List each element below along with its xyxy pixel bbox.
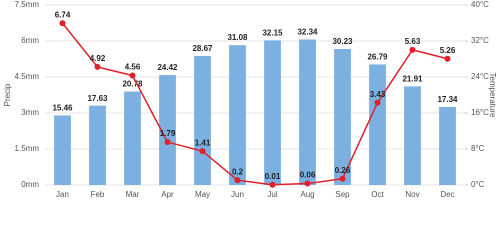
point-label: 3.43 xyxy=(370,90,386,99)
bar xyxy=(439,106,456,185)
point-label: 0.01 xyxy=(265,172,281,181)
y-axis-title: Precip xyxy=(3,83,12,106)
bar-label: 17.63 xyxy=(87,94,108,103)
bar xyxy=(299,39,316,185)
point-label: 0.06 xyxy=(300,171,316,180)
y2-tick-label: 40°C xyxy=(471,0,489,9)
bar-label: 31.08 xyxy=(227,33,248,42)
x-tick-label: May xyxy=(195,190,210,199)
y2-tick-label: 8°C xyxy=(471,144,485,153)
bar xyxy=(194,55,211,185)
point xyxy=(199,148,206,155)
y2-tick-label: 32°C xyxy=(471,36,489,45)
bar-label: 26.79 xyxy=(367,53,388,62)
y-tick-label: 1.5mm xyxy=(15,144,40,153)
y2-axis-title: Temperature xyxy=(488,73,497,118)
bar xyxy=(89,105,106,185)
x-tick-label: Dec xyxy=(440,190,454,199)
point-label: 6.74 xyxy=(55,10,71,19)
y2-tick-label: 16°C xyxy=(471,108,489,117)
bar xyxy=(334,48,351,186)
bar-label: 20.78 xyxy=(122,80,143,89)
point-label: 1.41 xyxy=(195,138,211,147)
x-tick-label: Jan xyxy=(56,190,69,199)
bar xyxy=(54,115,71,185)
y2-tick-label: 0°C xyxy=(471,180,485,189)
bar-label: 15.46 xyxy=(52,104,73,113)
bar xyxy=(369,64,386,185)
point-label: 0.26 xyxy=(335,166,351,175)
point-label: 1.79 xyxy=(160,129,176,138)
bar xyxy=(159,75,176,185)
bar xyxy=(124,91,141,185)
x-tick-label: Jun xyxy=(231,190,244,199)
point xyxy=(339,175,346,182)
point xyxy=(409,46,416,53)
point xyxy=(59,20,66,27)
bar xyxy=(229,45,246,185)
x-tick-label: Sep xyxy=(335,190,350,199)
bar-label: 28.67 xyxy=(192,44,213,53)
point xyxy=(269,181,276,188)
point-label: 0.2 xyxy=(232,167,244,176)
x-tick-label: Feb xyxy=(91,190,105,199)
point-label: 5.26 xyxy=(440,46,456,55)
y-tick-label: 0mm xyxy=(21,180,39,189)
point xyxy=(444,55,451,62)
y-tick-label: 3mm xyxy=(21,108,39,117)
x-tick-label: Jul xyxy=(267,190,277,199)
x-tick-label: Mar xyxy=(126,190,140,199)
point xyxy=(129,72,136,79)
x-tick-label: Aug xyxy=(300,190,314,199)
point-label: 5.63 xyxy=(405,37,421,46)
chart: Precip Temperature 0mm 1.5mm 3mm 4.5mm 6mm 7.… xyxy=(3,0,497,199)
point xyxy=(374,99,381,106)
bar-label: 32.15 xyxy=(262,28,283,37)
bar-label: 30.23 xyxy=(332,37,353,46)
line xyxy=(61,22,448,186)
page: Precip Temperature 0mm 1.5mm 3mm 4.5mm 6mm 7.… xyxy=(3,0,497,200)
x-tick-label: Apr xyxy=(161,190,174,199)
x-tick-label: Oct xyxy=(371,190,384,199)
y-tick-label: 7.5mm xyxy=(15,0,40,9)
point-label: 4.56 xyxy=(125,63,141,72)
point-label: 4.92 xyxy=(90,54,106,63)
bar xyxy=(404,86,421,185)
point xyxy=(94,63,101,70)
bar xyxy=(264,40,281,186)
y2-tick-label: 24°C xyxy=(471,72,489,81)
point xyxy=(164,139,171,146)
bar-label: 32.34 xyxy=(297,28,318,37)
bar-label: 24.42 xyxy=(157,63,178,72)
point xyxy=(304,180,311,187)
point xyxy=(234,177,241,184)
x-tick-label: Nov xyxy=(405,190,419,199)
bar-label: 17.34 xyxy=(437,95,458,104)
y-tick-label: 4.5mm xyxy=(15,72,40,81)
y-tick-label: 6mm xyxy=(21,36,39,45)
bar-label: 21.91 xyxy=(402,75,423,84)
